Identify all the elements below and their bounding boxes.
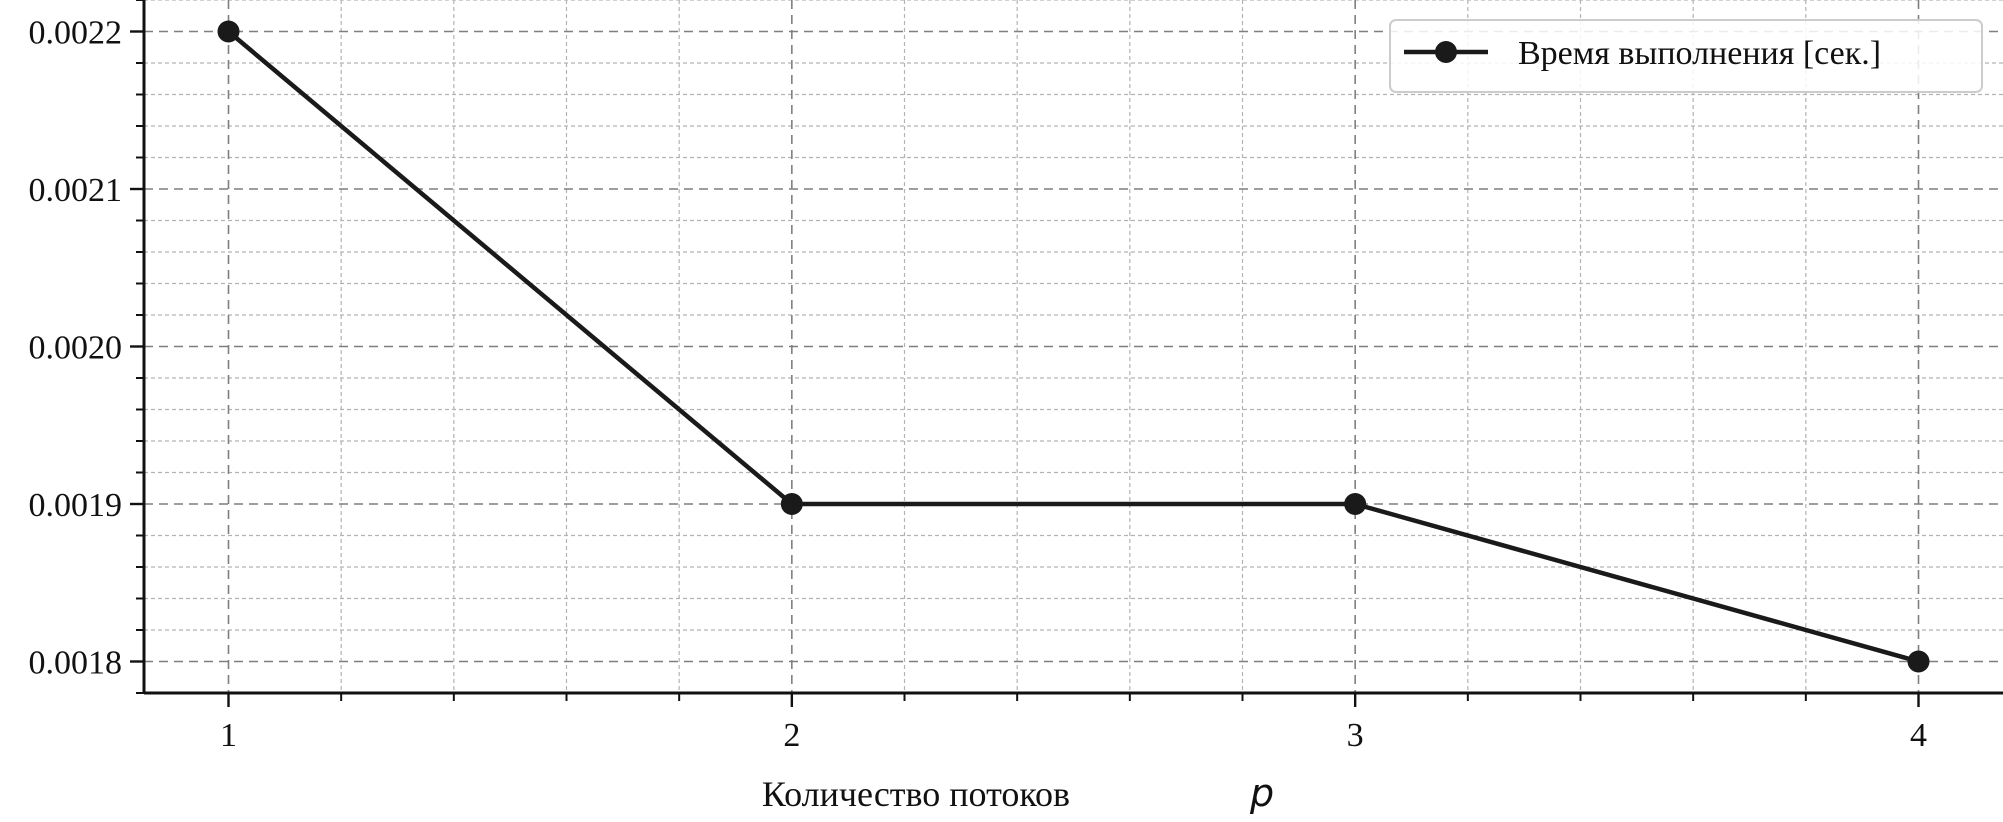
x-tick-label: 2 xyxy=(783,717,800,754)
y-tick-label: 0.0022 xyxy=(29,15,123,52)
y-tick-label: 0.0018 xyxy=(29,645,123,682)
y-tick-label: 0.0020 xyxy=(29,330,123,367)
ticks xyxy=(130,0,1920,707)
data-point-marker xyxy=(1344,493,1367,515)
x-axis-label-variable: p xyxy=(1249,771,1274,815)
y-tick-label: 0.0021 xyxy=(29,172,123,209)
x-axis-label: Количество потоков xyxy=(762,774,1070,814)
y-tick-label: 0.0019 xyxy=(29,487,123,524)
series-line xyxy=(227,29,1920,664)
tick-labels: 1 2 3 4 0.0018 0.0019 0.0020 0.0021 0.0022 xyxy=(29,15,1928,755)
series xyxy=(217,20,1930,673)
data-point-marker xyxy=(1907,650,1930,673)
data-point-marker xyxy=(217,20,240,43)
major-grid xyxy=(144,0,2003,693)
legend-box xyxy=(1389,19,1983,93)
x-tick-label: 3 xyxy=(1347,717,1364,754)
data-point-marker xyxy=(780,493,803,515)
legend-entry-label: Время выполнения [сек.] xyxy=(1518,35,1881,72)
x-tick-label: 1 xyxy=(220,717,237,754)
legend: Время выполнения [сек.] xyxy=(1389,19,1983,93)
legend-marker-swatch xyxy=(1435,41,1457,63)
x-tick-label: 4 xyxy=(1910,717,1927,754)
